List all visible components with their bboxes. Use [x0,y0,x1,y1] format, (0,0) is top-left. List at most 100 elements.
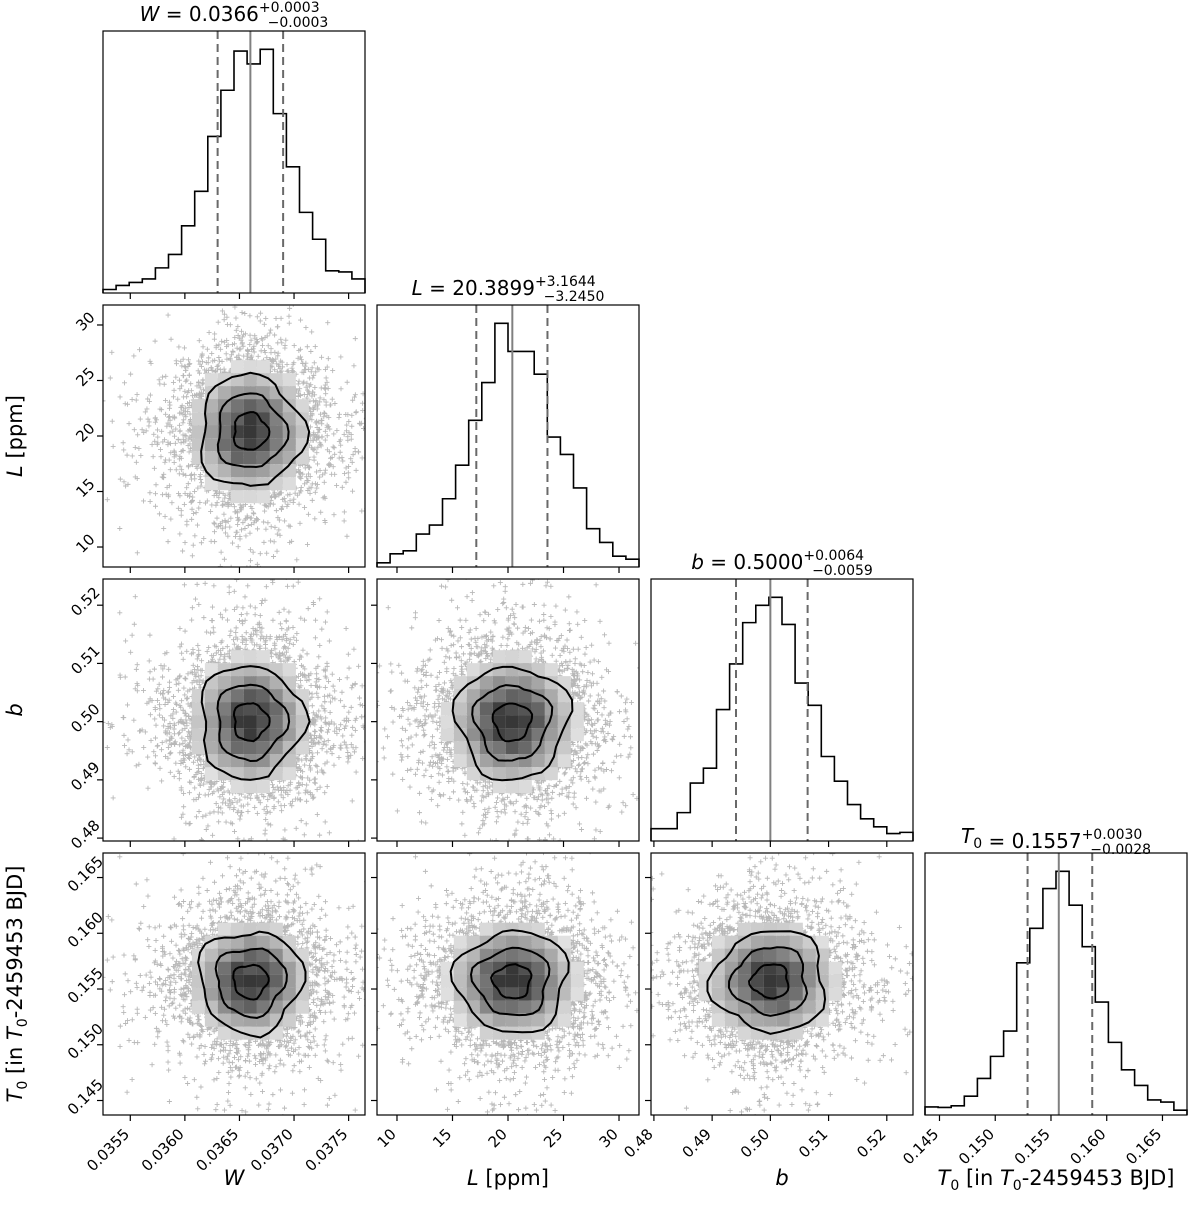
panel-title: L = 20.3899+3.1644 −3.2450 [412,274,605,305]
density-cell [217,922,231,936]
density-cell [531,676,545,690]
density-cell [230,425,244,439]
density-cell [230,741,244,755]
density-cell [256,412,270,426]
density-cell [557,1013,571,1027]
contour-line [200,665,311,781]
density-cell [269,715,283,729]
density-cell [711,1013,725,1027]
density-cell [763,935,777,949]
density-cell [453,728,467,742]
density-cell [269,438,283,452]
y-tick-label: 10 [72,530,98,556]
density-cell [711,987,725,1001]
y-tick-label: 30 [72,308,98,334]
x-axis-label-b: b [775,1166,788,1190]
density-cell [531,715,545,729]
density-cell [479,715,493,729]
x-tick-label: 0.48 [620,1125,656,1161]
density-cell [492,715,506,729]
density-cell [505,1026,519,1040]
density-cell [204,451,218,465]
density-cell [453,974,467,988]
histogram-steps [102,48,366,293]
density-cell [737,974,751,988]
y-tick-label: 20 [72,419,98,445]
density-cell [518,1026,532,1040]
density-cell [479,1000,493,1014]
x-tick-label: 20 [485,1125,511,1151]
density-cell [191,399,205,413]
density-cell [204,987,218,1001]
density-cell [453,676,467,690]
density-cell [505,1013,519,1027]
density-cell [492,1000,506,1014]
density-cell [269,373,283,387]
density-cell [269,386,283,400]
density-cell [492,1013,506,1027]
density-cell [256,702,270,716]
density-cell [505,948,519,962]
density-cell [570,961,584,975]
density-cell [544,961,558,975]
density-cell [230,1013,244,1027]
x-tick-label: 15 [429,1125,455,1151]
histogram-panel-W: W = 0.0366+0.0003 −0.0003 [102,0,366,299]
density-cell [505,1000,519,1014]
density-cell [557,948,571,962]
density-cell [230,490,244,504]
density-cell [204,1000,218,1014]
density-cell [230,922,244,936]
density-cell [217,689,231,703]
density-cell [776,948,790,962]
density-cell [802,1000,816,1014]
density-cell [217,1013,231,1027]
density-cell [191,948,205,962]
density-cell [204,754,218,768]
density-cell [295,948,309,962]
y-tick-label: 25 [72,364,98,390]
density-cell [256,961,270,975]
density-cell [440,987,454,1001]
density-cell [466,1000,480,1014]
density-cell [282,1013,296,1027]
scatter-panel-L-b [371,578,640,847]
density-cell [204,974,218,988]
density-cell [505,728,519,742]
histogram-panel-L: L = 20.3899+3.1644 −3.2450 [376,274,640,573]
density-cell [256,689,270,703]
x-tick-label: 30 [596,1125,622,1151]
density-cell [243,767,257,781]
panel-frame [102,852,366,1116]
panel-title: b = 0.5000+0.0064 −0.0059 [691,548,873,579]
y-tick-label: 0.165 [64,852,107,895]
density-cell [295,741,309,755]
x-tick-label: 0.165 [1122,1125,1165,1168]
density-cell [217,961,231,975]
density-cell [479,1026,493,1040]
density-cell [269,676,283,690]
y-tick-label: 0.48 [67,816,103,852]
x-axis-label-T0: T0 [in T0-2459453 BJD] [938,1166,1175,1194]
density-cell [191,1000,205,1014]
density-cell [557,702,571,716]
x-tick-label: 0.0370 [247,1125,297,1175]
density-cell [243,715,257,729]
density-cell [802,948,816,962]
density-cell [492,780,506,794]
density-cell [230,464,244,478]
density-cell [479,767,493,781]
density-cell [479,663,493,677]
x-tick-label: 0.0360 [138,1125,188,1175]
contour-line [490,963,533,1000]
density-cell [217,948,231,962]
x-tick-label: 0.49 [679,1125,715,1161]
density-cell [243,935,257,949]
density-cell [217,477,231,491]
contour-line [232,963,270,1001]
density-cell [230,663,244,677]
density-cell [492,663,506,677]
density-cell [269,702,283,716]
y-axis-label-b: b [3,703,27,716]
contour-line [727,946,809,1017]
